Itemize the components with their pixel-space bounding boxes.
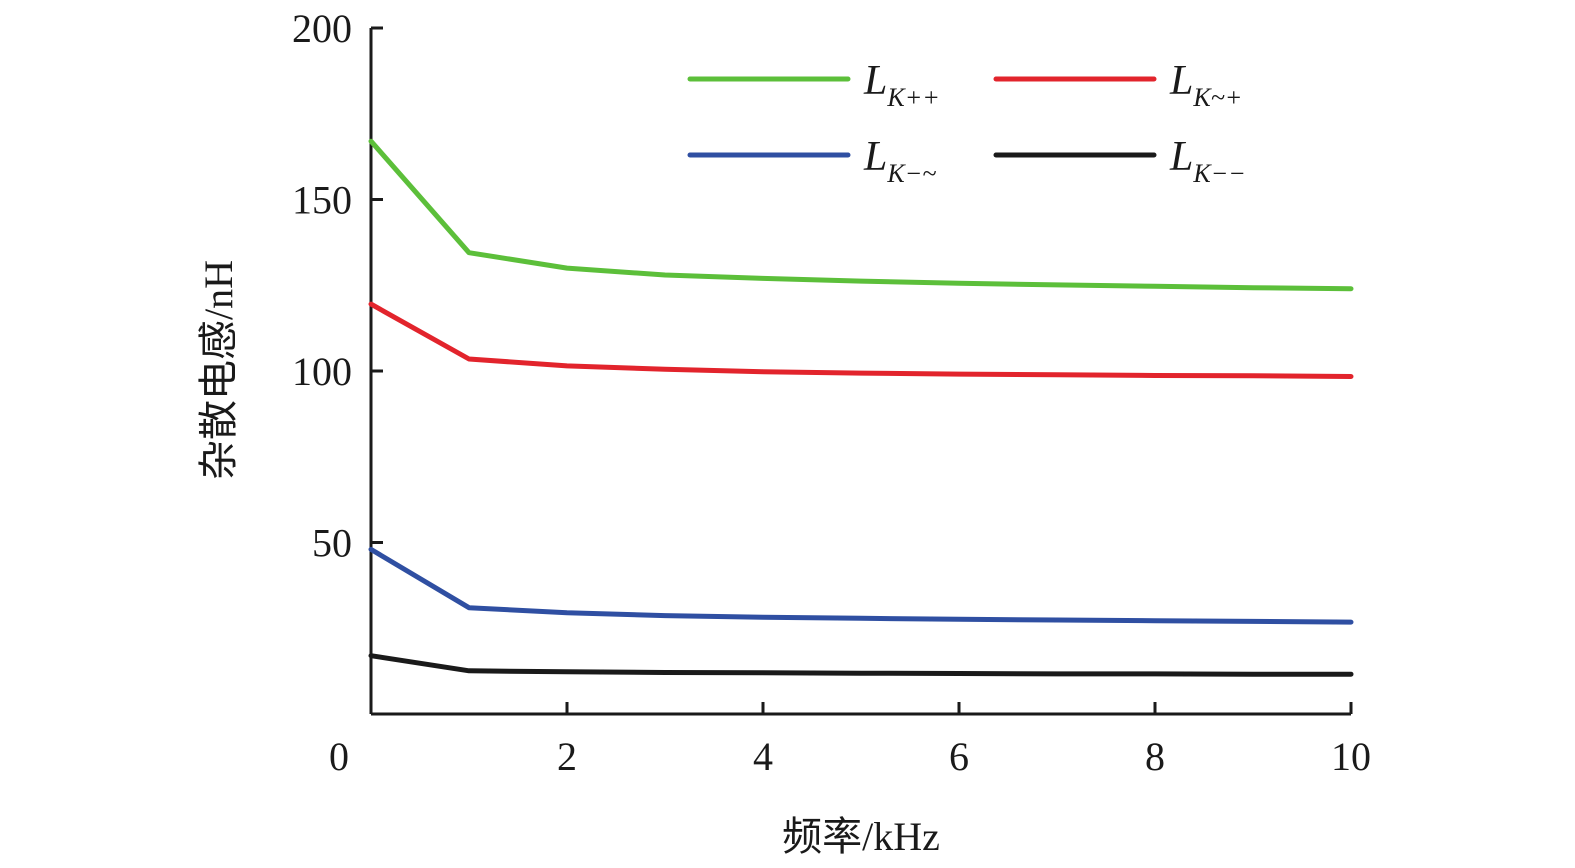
x-ticks: 0 2 4 6 8 10 bbox=[329, 702, 1371, 779]
x-axis-title: 频率/kHz bbox=[782, 814, 940, 859]
legend-label-main: L bbox=[863, 58, 887, 104]
legend-item: LK~+ bbox=[993, 58, 1242, 112]
legend-label-subscript: K−− bbox=[1192, 159, 1245, 188]
series-line-3 bbox=[368, 653, 1354, 677]
legend-label-subscript: K−~ bbox=[886, 159, 936, 188]
legend-item: LK−− bbox=[993, 134, 1246, 188]
legend-label-main: L bbox=[1169, 58, 1193, 104]
series-lines bbox=[368, 138, 1354, 677]
legend-label-main: L bbox=[863, 134, 887, 180]
y-tick-label: 100 bbox=[292, 349, 352, 394]
legend-label-subscript: K++ bbox=[886, 83, 939, 112]
x-tick-label: 6 bbox=[949, 734, 969, 779]
y-ticks: 50 100 150 200 bbox=[292, 6, 383, 566]
x-tick-label: 10 bbox=[1331, 734, 1371, 779]
x-tick-label: 4 bbox=[753, 734, 773, 779]
legend-label-subscript: K~+ bbox=[1192, 83, 1242, 112]
y-axis-title: 杂散电感/nH bbox=[196, 260, 241, 480]
legend-label: LK~+ bbox=[1169, 58, 1242, 112]
legend-label: LK−~ bbox=[863, 134, 936, 188]
legend: LK++ LK~+LK−~ LK−− bbox=[687, 58, 1246, 188]
x-tick-label: 0 bbox=[329, 734, 349, 779]
legend-label: LK−− bbox=[1169, 134, 1246, 188]
legend-label-main: L bbox=[1169, 134, 1193, 180]
y-tick-label: 200 bbox=[292, 6, 352, 51]
series-line-2 bbox=[368, 546, 1354, 625]
x-tick-label: 2 bbox=[557, 734, 577, 779]
series-line-1 bbox=[368, 301, 1354, 379]
series-line-0 bbox=[368, 138, 1354, 292]
y-tick-label: 50 bbox=[312, 521, 352, 566]
y-tick-label: 150 bbox=[292, 178, 352, 223]
x-tick-label: 8 bbox=[1145, 734, 1165, 779]
legend-label: LK++ bbox=[863, 58, 940, 112]
legend-item: LK++ bbox=[687, 58, 940, 112]
legend-item: LK−~ bbox=[687, 134, 936, 188]
